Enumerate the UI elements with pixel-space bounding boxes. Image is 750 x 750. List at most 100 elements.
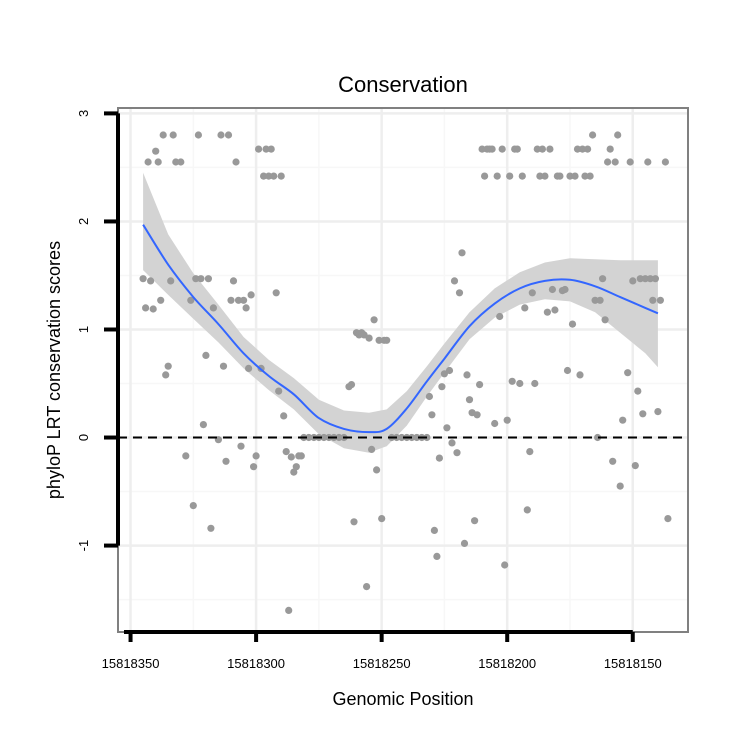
data-point [378, 515, 386, 523]
data-point [282, 448, 290, 456]
data-point [270, 172, 278, 180]
chart-title: Conservation [338, 72, 468, 97]
data-point [373, 466, 381, 474]
data-point [320, 433, 328, 442]
data-point [440, 370, 448, 378]
data-point [217, 131, 225, 139]
data-point [455, 289, 464, 297]
data-point [463, 371, 471, 379]
data-point [566, 172, 574, 180]
data-point [398, 433, 406, 442]
data-point [591, 296, 599, 304]
data-point [491, 419, 499, 428]
data-point [347, 381, 356, 389]
data-point [556, 172, 564, 180]
data-point [277, 172, 285, 180]
data-point [536, 172, 544, 180]
data-point [473, 411, 481, 419]
data-point [199, 421, 207, 429]
data-point [139, 275, 147, 283]
data-point [616, 482, 624, 490]
data-point [164, 362, 172, 370]
data-point [581, 172, 589, 180]
data-point [305, 433, 313, 442]
smooth-line-layer [142, 224, 659, 434]
data-point [147, 277, 155, 285]
data-point [518, 172, 526, 180]
data-point [538, 145, 547, 153]
data-point [568, 320, 577, 328]
data-point [375, 336, 383, 344]
data-point [370, 316, 378, 324]
data-point [335, 433, 343, 442]
data-point [154, 158, 162, 166]
data-point [275, 387, 283, 395]
data-point [654, 408, 662, 416]
data-point [413, 433, 421, 442]
data-point [363, 583, 371, 591]
data-point [498, 145, 506, 153]
data-point [229, 277, 238, 285]
smooth-line [142, 224, 659, 434]
data-point [563, 366, 572, 375]
data-point [192, 275, 200, 283]
x-tick-label: 15818200 [478, 656, 536, 671]
data-point [551, 306, 559, 314]
data-point [646, 275, 654, 283]
data-point [240, 296, 248, 304]
data-point [290, 468, 298, 476]
y-tick-label: 3 [76, 110, 91, 117]
data-point [252, 452, 260, 460]
data-point [664, 515, 672, 523]
data-point [368, 445, 376, 453]
data-point [503, 416, 511, 424]
data-point [606, 145, 614, 153]
data-point [649, 296, 657, 304]
data-point [438, 383, 446, 391]
data-point [533, 145, 541, 153]
y-tick-label: 1 [76, 326, 91, 333]
data-point [644, 158, 652, 166]
data-point [571, 172, 579, 180]
confidence-band-layer [143, 172, 658, 453]
data-point [531, 379, 539, 388]
data-point [260, 172, 268, 180]
data-point [262, 145, 270, 153]
data-point [546, 145, 554, 153]
x-tick-label: 15818300 [227, 656, 285, 671]
data-point [365, 334, 373, 342]
data-point [272, 289, 280, 297]
data-point [219, 362, 228, 370]
data-point [521, 304, 529, 312]
data-point [350, 518, 358, 526]
data-point [543, 308, 552, 316]
data-point [465, 396, 474, 404]
data-point [383, 336, 391, 344]
data-point [573, 145, 582, 153]
data-point [634, 387, 642, 395]
data-point [476, 381, 484, 389]
y-tick-label: 2 [76, 218, 91, 225]
data-point [493, 172, 501, 180]
x-tick-label: 15818350 [102, 656, 160, 671]
data-point [651, 275, 660, 283]
data-point [242, 304, 250, 312]
data-point [287, 453, 295, 461]
data-point [508, 377, 516, 385]
data-point [453, 449, 461, 457]
data-point [584, 145, 592, 153]
data-point [237, 442, 245, 450]
data-point [656, 296, 665, 304]
data-point [636, 275, 644, 283]
data-point [604, 158, 612, 166]
data-point [430, 526, 438, 535]
data-point [207, 524, 215, 532]
data-point [227, 296, 235, 304]
data-point [460, 539, 469, 548]
data-point [501, 561, 509, 569]
data-point [159, 131, 167, 139]
x-tick-label: 15818150 [604, 656, 662, 671]
data-point [280, 412, 288, 420]
data-point [641, 275, 649, 283]
axes-layer: 15818350 15818300 15818250 15818200 15818150… [76, 110, 662, 671]
